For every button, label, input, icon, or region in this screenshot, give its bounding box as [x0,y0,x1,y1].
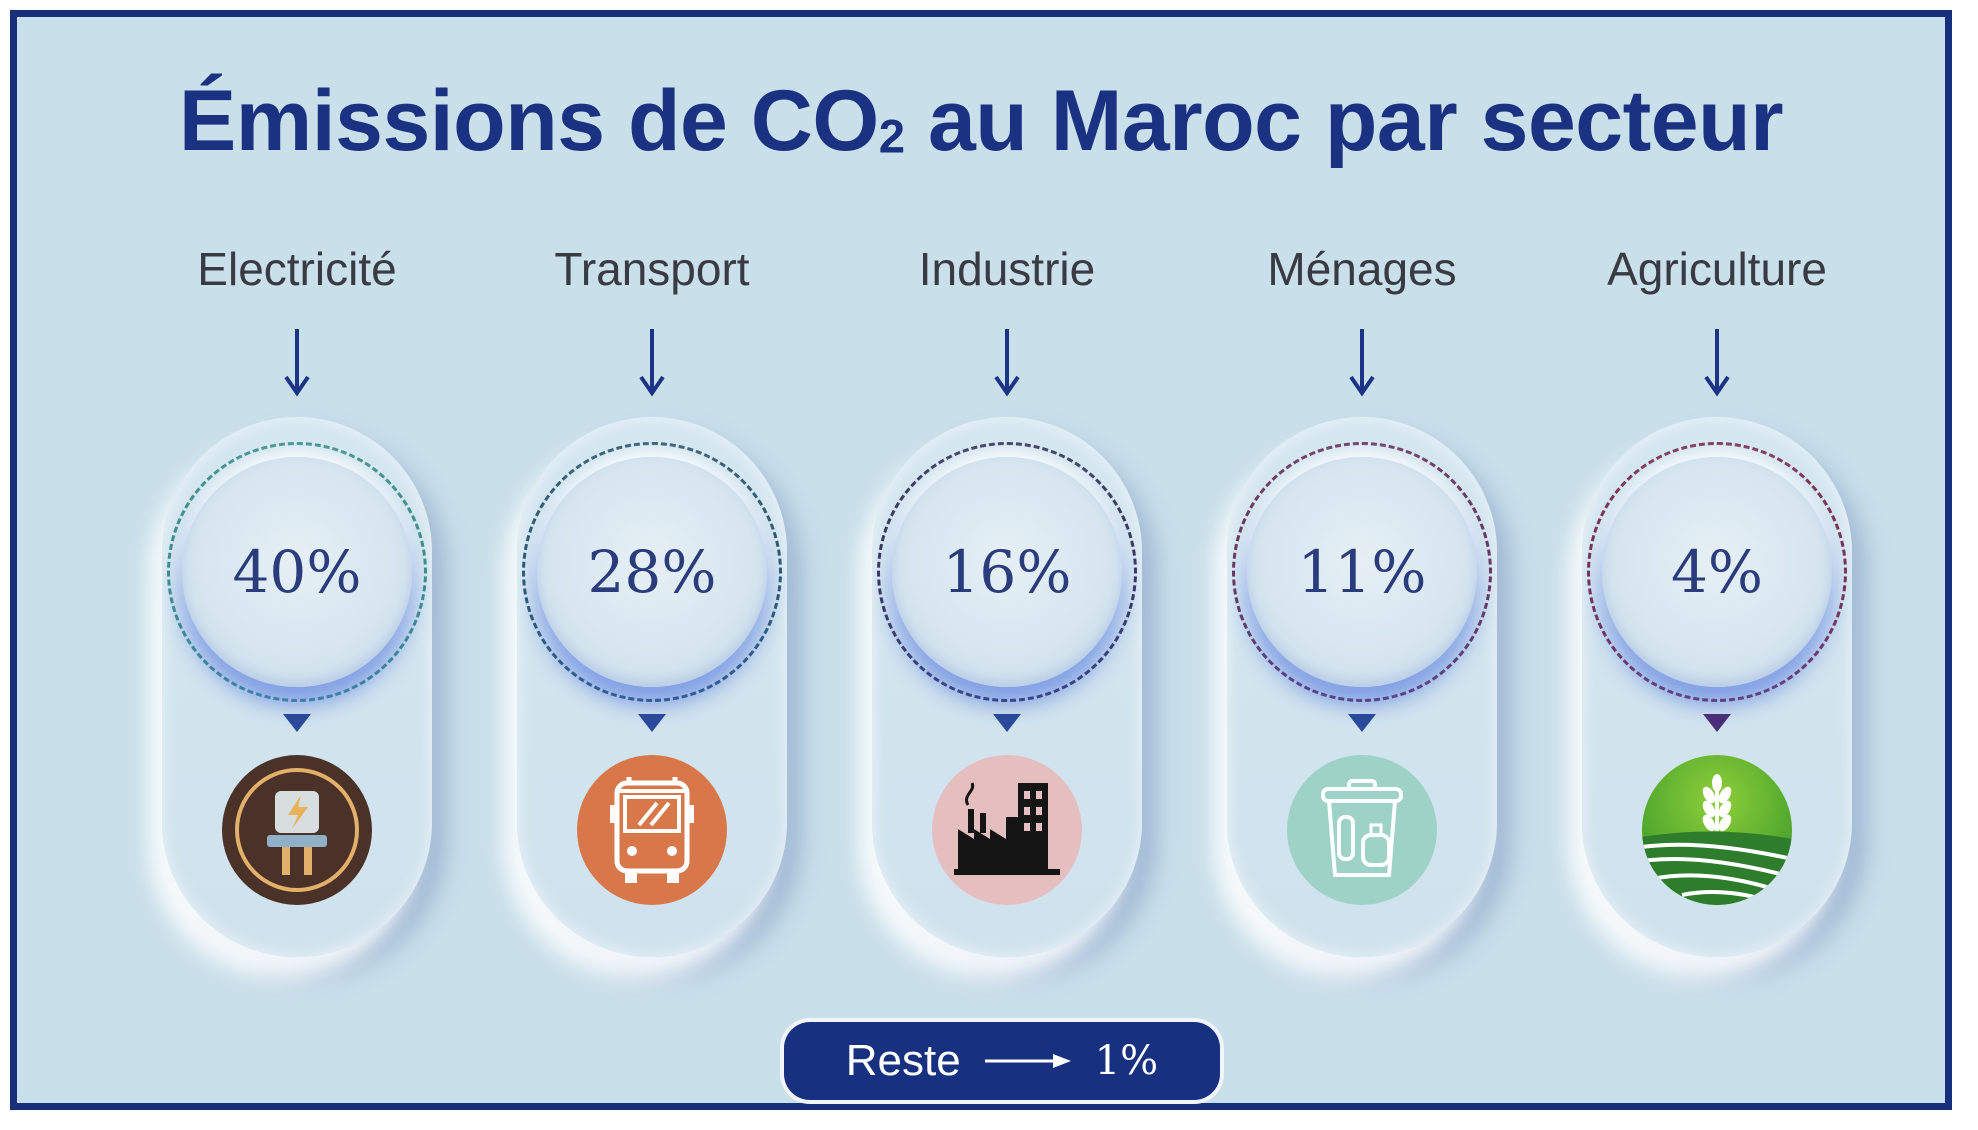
percentage-dial [1247,457,1477,687]
rest-label: Reste [845,1036,961,1085]
wheat-field-icon [1642,755,1792,905]
arrow-down-icon [994,329,1020,397]
percentage-value: 40% [232,538,362,606]
arrow-down-icon [1349,329,1375,397]
percentage-dial [892,457,1122,687]
rest-badge: Reste 1% [784,1022,1220,1100]
sector-agriculture: Agriculture 4% [1557,17,1877,1017]
sector-menages: Ménages 11% [1202,17,1522,1017]
pointer-down-icon [1703,714,1731,732]
electric-plug-icon [222,755,372,905]
arrow-down-icon [1704,329,1730,397]
pointer-down-icon [283,714,311,732]
arrow-down-icon [284,329,310,397]
sector-industrie: Industrie 16% [847,17,1167,1017]
rest-value: 1% [1094,1038,1159,1084]
percentage-value: 11% [1297,538,1427,606]
sector-label: Industrie [918,243,1096,295]
dashed-ring [522,442,782,702]
percentage-dial [537,457,767,687]
dashed-ring [1587,442,1847,702]
pointer-down-icon [638,714,666,732]
percentage-dial [182,457,412,687]
pointer-down-icon [993,714,1021,732]
dashed-ring [1232,442,1492,702]
arrow-right-icon [984,1054,1071,1068]
percentage-dial [1602,457,1832,687]
sector-electricite: Electricité 40% [137,17,457,1017]
arrow-down-icon [639,329,665,397]
dashed-ring [877,442,1137,702]
factory-icon [932,755,1082,905]
sector-label: Transport [554,243,750,295]
sector-label: Ménages [1267,243,1457,295]
sector-label: Electricité [197,243,397,295]
percentage-value: 28% [587,538,717,606]
sector-label: Agriculture [1607,243,1827,295]
dashed-ring [167,442,427,702]
percentage-value: 4% [1670,538,1763,606]
trash-bin-icon [1287,755,1437,905]
bus-icon [577,755,727,905]
infographic-frame: Émissions de CO2 au Maroc par secteur El… [10,10,1952,1110]
percentage-value: 16% [942,538,1072,606]
sector-transport: Transport 28% [492,17,812,1017]
pointer-down-icon [1348,714,1376,732]
page-title: Émissions de CO2 au Maroc par secteur [178,73,1784,169]
